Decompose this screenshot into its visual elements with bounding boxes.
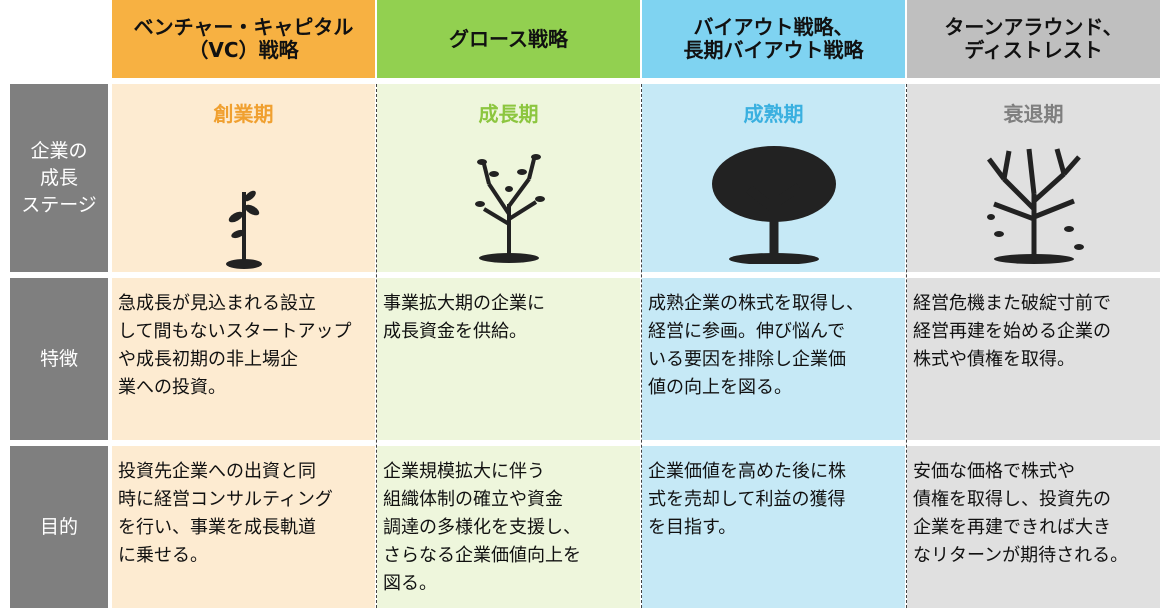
row-label: 企業の 成長 ステージ [10, 84, 108, 272]
purpose-cell: 投資先企業への出資と同 時に経営コンサルティング を行い、事業を成長軌道 に乗せる。 [112, 446, 375, 608]
text-line: 安価な価格で株式や [913, 461, 1075, 482]
text-line: 株式や債権を取得。 [913, 349, 1075, 370]
stage-label: 成長期 [478, 102, 539, 126]
column-header: バイアウト戦略、 長期バイアウト戦略 [642, 0, 905, 78]
text-line: ベンチャー・キャピタル [133, 15, 354, 39]
tree-icon [474, 154, 545, 263]
tree-icon [986, 148, 1084, 264]
tree-icon [225, 190, 262, 269]
text-line: 事業拡大期の企業に [383, 293, 545, 314]
text-line: を行い、事業を成長軌道 [118, 517, 316, 538]
text-line: 投資先企業への出資と同 [118, 461, 316, 482]
text-line: 経営再建を始める企業の [913, 321, 1111, 342]
text-line: 図る。 [383, 573, 437, 594]
stage-cell: 創業期 [112, 84, 375, 272]
text-line: 特徴 [39, 347, 78, 370]
text-line: （VC）戦略 [188, 38, 299, 62]
text-line: 企業規模拡大に伴う [383, 461, 545, 482]
text-line: さらなる企業価値向上を [383, 545, 581, 566]
purpose-cell: 安価な価格で株式や債権を取得し、投資先の 企業を再建できれば大き なリターンが期待さ… [907, 446, 1160, 608]
features-cell: 成熟企業の株式を取得し、 経営に参画。伸び悩んで いる要因を排除し企業価 値の向上を図… [642, 278, 905, 440]
text-line: や成長初期の非上場企 [118, 349, 298, 370]
purpose-cell: 企業規模拡大に伴う 組織体制の確立や資金 調達の多様化を支援し、 さらなる企業価値向上… [377, 446, 640, 608]
stage-cell: 成長期 [377, 84, 640, 272]
text-line: バイアウト戦略、 [693, 15, 854, 39]
stage-label: 成熟期 [743, 102, 804, 126]
text-line: ターンアラウンド、 [944, 15, 1123, 39]
column-separator [376, 84, 377, 608]
stage-cell: 衰退期 [907, 84, 1160, 272]
text-line: に乗せる。 [118, 545, 208, 566]
text-line: ステージ [21, 193, 97, 216]
text-line: 債権を取得し、投資先の [913, 489, 1111, 510]
features-cell: 急成長が見込まれる設立して間もないスタートアップ や成長初期の非上場企 業への投資。 [112, 278, 375, 440]
text-line: 企業価値を高めた後に株 [648, 461, 846, 482]
stage-cell: 成熟期 [642, 84, 905, 272]
text-line: 値の向上を図る。 [648, 377, 792, 398]
column-header: ターンアラウンド、 ディストレスト [907, 0, 1160, 78]
text-line: 経営に参画。伸び悩んで [648, 321, 846, 342]
text-line: 時に経営コンサルティング [118, 489, 333, 510]
text-line: 企業の [30, 139, 88, 162]
row-label: 目的 [10, 446, 108, 608]
text-line: ディストレスト [964, 38, 1103, 62]
text-line: 企業を再建できれば大き [913, 517, 1111, 538]
column-separator [906, 84, 907, 608]
text-line: なリターンが期待される。 [913, 545, 1129, 566]
stage-label: 衰退期 [1003, 102, 1064, 126]
text-line: 急成長が見込まれる設立 [118, 293, 316, 314]
text-line: 成長 [39, 166, 78, 189]
text-line: 調達の多様化を支援し、 [383, 517, 581, 538]
text-line: 組織体制の確立や資金 [383, 489, 563, 510]
features-cell: 経営危機また破綻寸前で 経営再建を始める企業の 株式や債権を取得。 [907, 278, 1160, 440]
column-header: グロース戦略 [377, 0, 640, 78]
column-header: ベンチャー・キャピタル （VC）戦略 [112, 0, 375, 78]
text-line: して間もないスタートアップ [118, 321, 352, 342]
text-line: 成熟企業の株式を取得し、 [648, 293, 864, 314]
text-line: 長期バイアウト戦略 [683, 38, 864, 62]
text-line: 成長資金を供給。 [383, 321, 527, 342]
column-separator [641, 84, 642, 608]
text-line: を目指す。 [648, 517, 737, 538]
text-line: 目的 [39, 515, 78, 538]
text-line: いる要因を排除し企業価 [648, 349, 846, 370]
text-line: グロース戦略 [449, 26, 568, 51]
tree-icon [711, 146, 836, 264]
purpose-cell: 企業価値を高めた後に株 式を売却して利益の獲得 を目指す。 [642, 446, 905, 608]
stage-label: 創業期 [213, 102, 274, 126]
text-line: 経営危機また破綻寸前で [913, 293, 1111, 314]
row-label: 特徴 [10, 278, 108, 440]
text-line: 式を売却して利益の獲得 [648, 489, 846, 510]
features-cell: 事業拡大期の企業に 成長資金を供給。 [377, 278, 640, 440]
text-line: 業への投資。 [118, 377, 226, 398]
